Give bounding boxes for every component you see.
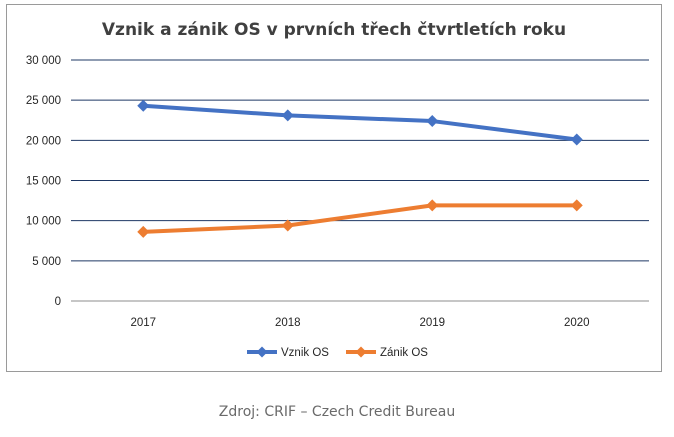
legend-marker [256, 346, 268, 358]
x-tick-label: 2018 [275, 317, 301, 329]
x-tick-label: 2020 [564, 317, 590, 329]
legend-label: Vznik OS [281, 347, 329, 359]
data-point [137, 99, 150, 112]
y-tick-label: 15 000 [26, 176, 61, 188]
data-point [570, 199, 583, 212]
data-point [570, 133, 583, 146]
series-1 [137, 99, 583, 146]
source-note: Zdroj: CRIF – Czech Credit Bureau [218, 404, 456, 420]
series-2 [137, 199, 583, 238]
series-line [141, 103, 579, 142]
x-tick-label: 2017 [130, 317, 156, 329]
data-point [137, 225, 150, 238]
legend-label: Zánik OS [380, 347, 428, 359]
data-point [281, 219, 294, 232]
legend-entry: Zánik OS [346, 346, 428, 359]
data-point [426, 115, 439, 128]
x-tick-label: 2019 [419, 317, 445, 329]
y-tick-label: 20 000 [26, 135, 61, 147]
y-tick-label: 0 [55, 296, 61, 308]
data-point [281, 109, 294, 122]
series-line [141, 203, 579, 234]
data-point [426, 199, 439, 212]
chart-frame: Vznik a zánik OS v prvních třech čtvrtle… [6, 4, 662, 372]
line-chart: Vznik a zánik OS v prvních třech čtvrtle… [26, 20, 649, 359]
legend-entry: Vznik OS [247, 346, 329, 359]
chart-title: Vznik a zánik OS v prvních třech čtvrtle… [102, 20, 566, 40]
legend-marker [355, 346, 367, 358]
y-tick-label: 25 000 [26, 95, 61, 107]
y-tick-label: 5 000 [32, 256, 61, 268]
y-tick-label: 10 000 [26, 216, 61, 228]
y-tick-label: 30 000 [26, 55, 61, 67]
